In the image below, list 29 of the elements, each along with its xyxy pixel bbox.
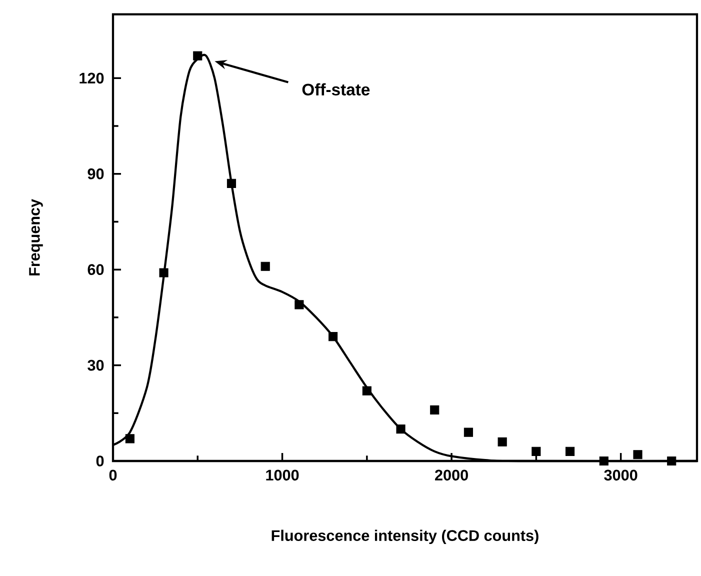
point <box>125 434 134 444</box>
x-tick-label: 3000 <box>604 470 638 481</box>
y-tick-label: 30 <box>88 360 104 371</box>
point <box>396 424 406 434</box>
y-tick-label: 120 <box>80 72 104 84</box>
annotation: Off-state <box>302 83 370 96</box>
point <box>599 456 608 466</box>
point <box>464 428 474 437</box>
point <box>633 450 642 460</box>
x-tick-label: 0 <box>109 470 117 481</box>
y-tick-label: 0 <box>96 456 104 466</box>
point <box>193 51 202 60</box>
point <box>159 268 168 278</box>
point <box>328 332 338 342</box>
x-axis-title: Fluorescence intensity (CCD counts) <box>272 530 538 544</box>
point <box>667 456 676 466</box>
x-tick-label: 1000 <box>266 470 299 481</box>
point <box>566 446 575 456</box>
point <box>294 300 304 310</box>
point <box>226 178 236 188</box>
point <box>498 437 507 446</box>
point <box>430 405 440 414</box>
point <box>362 386 372 396</box>
y-tick-label: 90 <box>88 168 104 180</box>
y-axis-title: Frequency <box>29 198 43 276</box>
y-tick-label: 60 <box>88 264 104 275</box>
x-tick-label: 2000 <box>435 470 468 481</box>
point <box>532 446 541 456</box>
point <box>260 262 270 271</box>
